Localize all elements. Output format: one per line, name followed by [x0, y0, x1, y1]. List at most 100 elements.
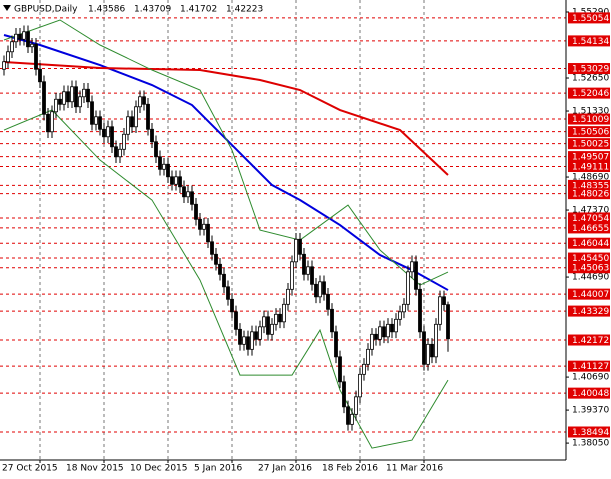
- candle-body: [190, 191, 194, 205]
- level-label: 1.48026: [572, 190, 609, 200]
- indicator-line: [3, 34, 449, 291]
- level-label: 1.49507: [572, 153, 609, 163]
- candle-body: [182, 186, 186, 198]
- candle-body: [414, 261, 418, 290]
- candle-body: [214, 253, 218, 265]
- candle-body: [54, 98, 58, 113]
- level-label-box: [568, 63, 610, 75]
- level-label-box: [568, 305, 610, 317]
- candle-body: [282, 303, 286, 323]
- level-label: 1.48355: [572, 181, 609, 191]
- x-tick-label: 10 Dec 2015: [130, 464, 188, 474]
- candle-body: [130, 116, 134, 128]
- candle-body: [78, 96, 82, 108]
- candle-body: [74, 86, 78, 108]
- candle-body: [70, 86, 74, 103]
- level-label: 1.42172: [572, 336, 609, 346]
- candle-body: [426, 343, 430, 365]
- y-tick-label: 1.51330: [572, 107, 609, 117]
- candle-body: [246, 336, 250, 350]
- candle-body: [26, 31, 30, 48]
- y-tick-label: 1.40690: [572, 373, 609, 383]
- level-label: 1.38494: [572, 428, 609, 438]
- candle-body: [194, 203, 198, 220]
- level-label-box: [568, 35, 610, 47]
- candle-body: [34, 43, 38, 70]
- candle-body: [150, 128, 154, 143]
- candle-body: [202, 223, 206, 230]
- candle-body: [302, 253, 306, 275]
- y-tick-label: 1.38050: [572, 439, 609, 449]
- candle-body: [230, 298, 234, 313]
- header-icon: [3, 5, 11, 11]
- candle-body: [342, 381, 346, 408]
- candle-body: [98, 116, 102, 130]
- level-label-box: [568, 138, 610, 150]
- level-label-box: [568, 252, 610, 264]
- candle-body: [110, 126, 114, 148]
- header-close: 1.42223: [226, 5, 263, 15]
- level-label-box: [568, 179, 610, 191]
- candle-body: [242, 336, 246, 345]
- y-tick-label: 1.39370: [572, 406, 609, 416]
- candle-body: [186, 191, 190, 198]
- level-label-box: [568, 237, 610, 249]
- candle-body: [66, 91, 70, 103]
- level-label: 1.50025: [572, 140, 609, 150]
- candle-body: [318, 281, 322, 298]
- level-label: 1.54134: [572, 37, 609, 47]
- level-label-box: [568, 262, 610, 274]
- candle-body: [122, 133, 126, 150]
- candle-body: [106, 126, 110, 138]
- candle-body: [290, 261, 294, 290]
- candle-body: [154, 141, 158, 158]
- candle-body: [322, 281, 326, 295]
- candle-body: [398, 311, 402, 320]
- level-label-box: [568, 151, 610, 163]
- candle-body: [278, 313, 282, 323]
- candle-body: [410, 261, 414, 273]
- candle-body: [142, 96, 146, 105]
- candle-body: [138, 96, 142, 108]
- level-label: 1.44007: [572, 290, 609, 300]
- candle-body: [226, 286, 230, 300]
- candle-body: [22, 31, 26, 40]
- level-label: 1.52046: [572, 89, 609, 99]
- candle-body: [174, 176, 178, 185]
- candle-body: [126, 116, 130, 135]
- y-tick-label: 1.47370: [572, 206, 609, 216]
- x-tick-label: 18 Nov 2015: [66, 464, 124, 474]
- indicator-layer: [3, 19, 449, 449]
- level-label-box: [568, 87, 610, 99]
- candle-body: [270, 323, 274, 335]
- level-label: 1.50506: [572, 128, 609, 138]
- candle-body: [42, 81, 46, 115]
- candle-body: [438, 296, 442, 325]
- candle-body: [338, 356, 342, 383]
- candle-body: [326, 293, 330, 310]
- candle-body: [206, 223, 210, 243]
- level-label-box: [568, 222, 610, 234]
- level-label-box: [568, 288, 610, 300]
- header: GBPUSD,Daily 1.43586 1.43709 1.41702 1.4…: [3, 5, 263, 15]
- level-label: 1.41127: [572, 362, 609, 372]
- candle-body: [166, 163, 170, 178]
- candle-body: [62, 91, 66, 105]
- header-high: 1.43709: [134, 5, 171, 15]
- candle-body: [314, 283, 318, 298]
- candle-body: [402, 303, 406, 313]
- candle-body: [10, 41, 14, 53]
- candle-body: [94, 116, 98, 125]
- y-tick-label: 1.44690: [572, 273, 609, 283]
- candle-body: [50, 111, 54, 133]
- candle-body: [370, 333, 374, 350]
- candle-body: [118, 148, 122, 158]
- candle-body: [58, 98, 62, 105]
- candle-body: [430, 343, 434, 358]
- grid-layer: [0, 0, 566, 460]
- level-label-box: [568, 113, 610, 125]
- candle-body: [178, 176, 182, 188]
- candle-body: [418, 288, 422, 333]
